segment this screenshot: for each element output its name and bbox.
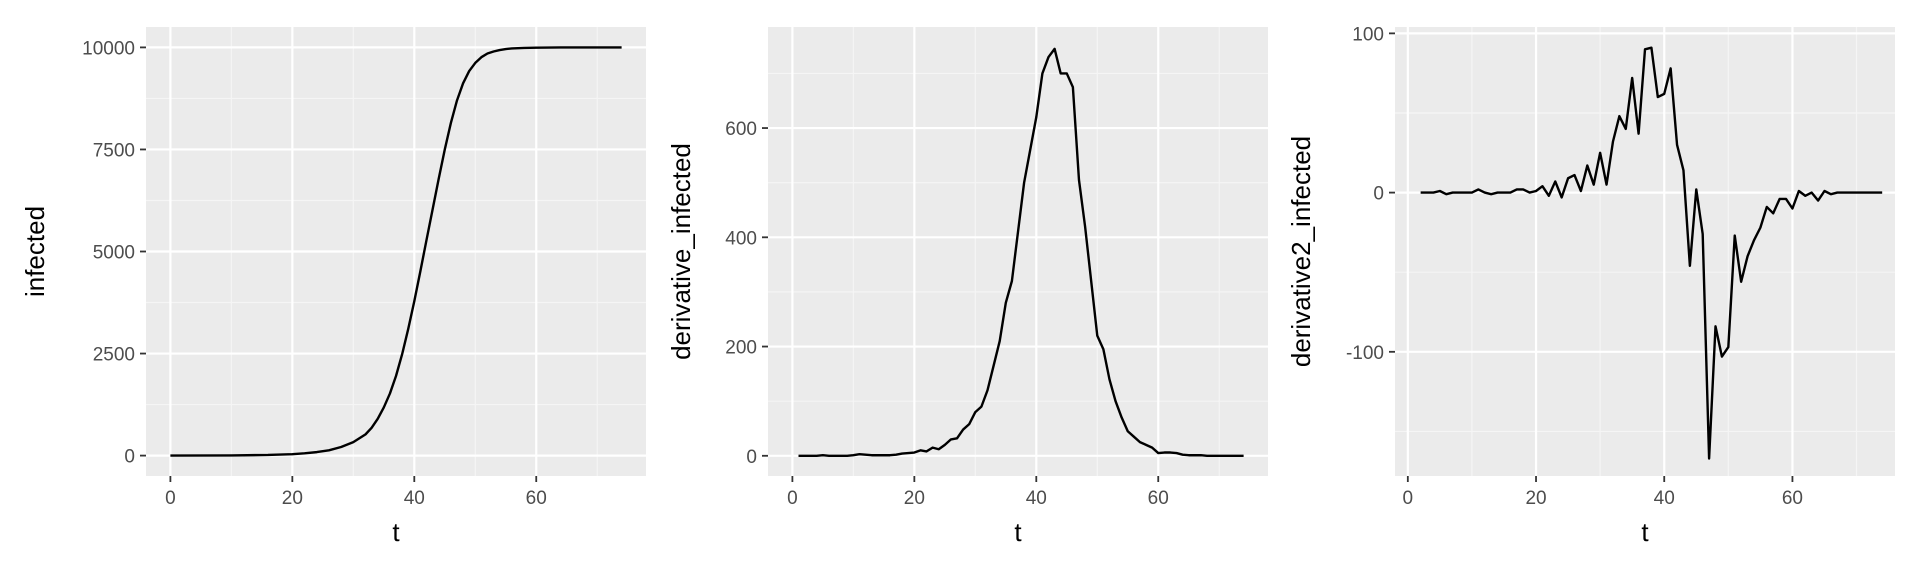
infected-y-tick-label: 2500 xyxy=(93,345,135,366)
infected-y-tick-label: 7500 xyxy=(93,140,135,161)
derivative-infected-x-tick-label: 60 xyxy=(1148,488,1169,509)
infected-x-tick-label: 20 xyxy=(282,488,303,509)
derivative-infected-y-axis-title: derivative_infected xyxy=(666,143,696,360)
derivative2-infected-x-tick-label: 20 xyxy=(1525,488,1546,509)
derivative-infected-x-tick-label: 0 xyxy=(787,488,798,509)
infected-chart: 0 20 40 60 0 2500 5000 7500 10000 t infected xyxy=(20,27,646,547)
derivative-infected-y-tick-label: 400 xyxy=(725,228,757,249)
derivative2-infected-chart: 0 20 40 60 -100 0 100 t derivative2_infected xyxy=(1286,24,1895,547)
derivative2-infected-series-line xyxy=(1420,46,1883,460)
derivative-infected-y-tick-label: 0 xyxy=(746,447,757,468)
infected-x-tick-label: 0 xyxy=(165,488,176,509)
infected-y-axis-title: infected xyxy=(20,206,50,297)
derivative-infected-x-tick-label: 20 xyxy=(904,488,925,509)
derivative-infected-panel-background xyxy=(768,27,1268,476)
infected-series-line xyxy=(170,46,622,457)
derivative2-infected-y-tick-label: 0 xyxy=(1373,184,1384,205)
infected-y-tick-label: 0 xyxy=(124,447,135,468)
infected-x-tick-label: 40 xyxy=(404,488,425,509)
infected-y-tick-label: 5000 xyxy=(93,243,135,264)
derivative-infected-series-line xyxy=(798,47,1244,457)
derivative2-infected-x-axis-title: t xyxy=(1641,517,1649,547)
derivative2-infected-x-tick-label: 0 xyxy=(1403,488,1414,509)
infected-y-tick-label: 10000 xyxy=(82,38,135,59)
derivative2-infected-y-tick-label: -100 xyxy=(1346,343,1384,364)
derivative2-infected-x-tick-label: 60 xyxy=(1782,488,1803,509)
derivative2-infected-x-tick-label: 40 xyxy=(1654,488,1675,509)
derivative2-infected-y-tick-label: 100 xyxy=(1352,24,1384,45)
derivative-infected-y-tick-label: 600 xyxy=(725,119,757,140)
infected-x-axis-title: t xyxy=(392,517,400,547)
derivative-infected-x-axis-title: t xyxy=(1014,517,1022,547)
derivative-infected-x-tick-label: 40 xyxy=(1026,488,1047,509)
infected-x-tick-label: 60 xyxy=(526,488,547,509)
derivative2-infected-panel-background xyxy=(1395,27,1895,476)
derivative2-infected-y-axis-title: derivative2_infected xyxy=(1286,136,1316,367)
derivative-infected-y-tick-label: 200 xyxy=(725,338,757,359)
